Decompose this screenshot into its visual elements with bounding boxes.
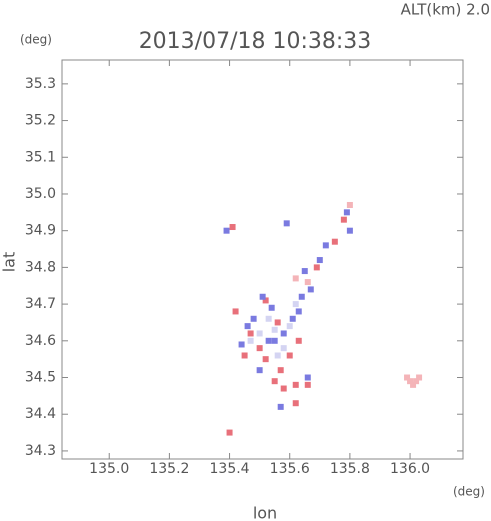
echo-point [286,323,293,330]
x-tick-label: 135.4 [210,461,250,477]
x-tick-label: 135.6 [270,461,310,477]
echo-point [262,356,269,363]
echo-point [256,345,263,352]
echo-point [280,330,287,337]
echo-point [407,378,414,385]
y-unit: (deg) [20,33,52,47]
echo-point [292,381,299,388]
echo-point [283,220,290,227]
echo-point [280,345,287,352]
echo-point [298,293,305,300]
echo-point [316,257,323,264]
echo-point [413,378,420,385]
echo-point [410,381,417,388]
echo-point [280,385,287,392]
echo-point [247,337,254,344]
echo-point [274,352,281,359]
echo-point [292,400,299,407]
echo-point [229,224,236,231]
y-tick-label: 35.0 [25,186,56,202]
echo-point [343,209,350,216]
y-tick-label: 34.5 [25,370,56,386]
echo-point [232,308,239,315]
y-tick-label: 34.4 [25,406,56,422]
echo-point [244,323,251,330]
x-tick-label: 135.2 [149,461,189,477]
echo-point [268,304,275,311]
y-tick-label: 34.9 [25,223,56,239]
x-tick-label: 135.8 [330,461,370,477]
echo-point [416,374,423,381]
echo-point [295,308,302,315]
echo-point [226,429,233,436]
echo-point [307,286,314,293]
echo-point [265,315,272,322]
y-tick-label: 34.7 [25,296,56,312]
echo-point [265,337,272,344]
echo-point [304,279,311,286]
y-tick-label: 34.6 [25,333,56,349]
y-tick-label: 35.2 [25,113,56,129]
echo-point [404,374,411,381]
echo-point [313,264,320,271]
echo-point [295,337,302,344]
echo-point [346,201,353,208]
chart-title: 2013/07/18 10:38:33 [139,29,372,54]
echo-point [271,337,278,344]
x-tick-label: 136.0 [390,461,430,477]
echo-point [292,275,299,282]
echo-point [241,352,248,359]
echo-point [256,330,263,337]
y-tick-label: 35.3 [25,76,56,92]
echo-point [271,326,278,333]
echo-point [277,367,284,374]
annotation: ALT(km) 2.0 [401,1,490,19]
echo-point [304,381,311,388]
echo-point [304,374,311,381]
y-axis-label: lat [0,252,19,273]
echo-point [238,341,245,348]
y-tick-label: 35.1 [25,149,56,165]
x-tick-label: 135.0 [89,461,129,477]
echo-point [277,403,284,410]
echo-point [292,301,299,308]
echo-point [286,352,293,359]
x-axis-label: lon [253,504,277,521]
y-tick-label: 34.8 [25,259,56,275]
echo-point [256,367,263,374]
echo-point [271,378,278,385]
echo-point [340,216,347,223]
echo-point [274,319,281,326]
echo-point [223,227,230,234]
echo-point [331,238,338,245]
y-tick-label: 34.3 [25,443,56,459]
echo-point [250,315,257,322]
echo-point [346,227,353,234]
echo-point [289,315,296,322]
echo-point [322,242,329,249]
plot-frame [61,59,464,460]
echo-point [247,330,254,337]
echo-point [301,268,308,275]
echo-point [259,293,266,300]
echo-point [262,297,269,304]
x-unit: (deg) [453,485,485,499]
